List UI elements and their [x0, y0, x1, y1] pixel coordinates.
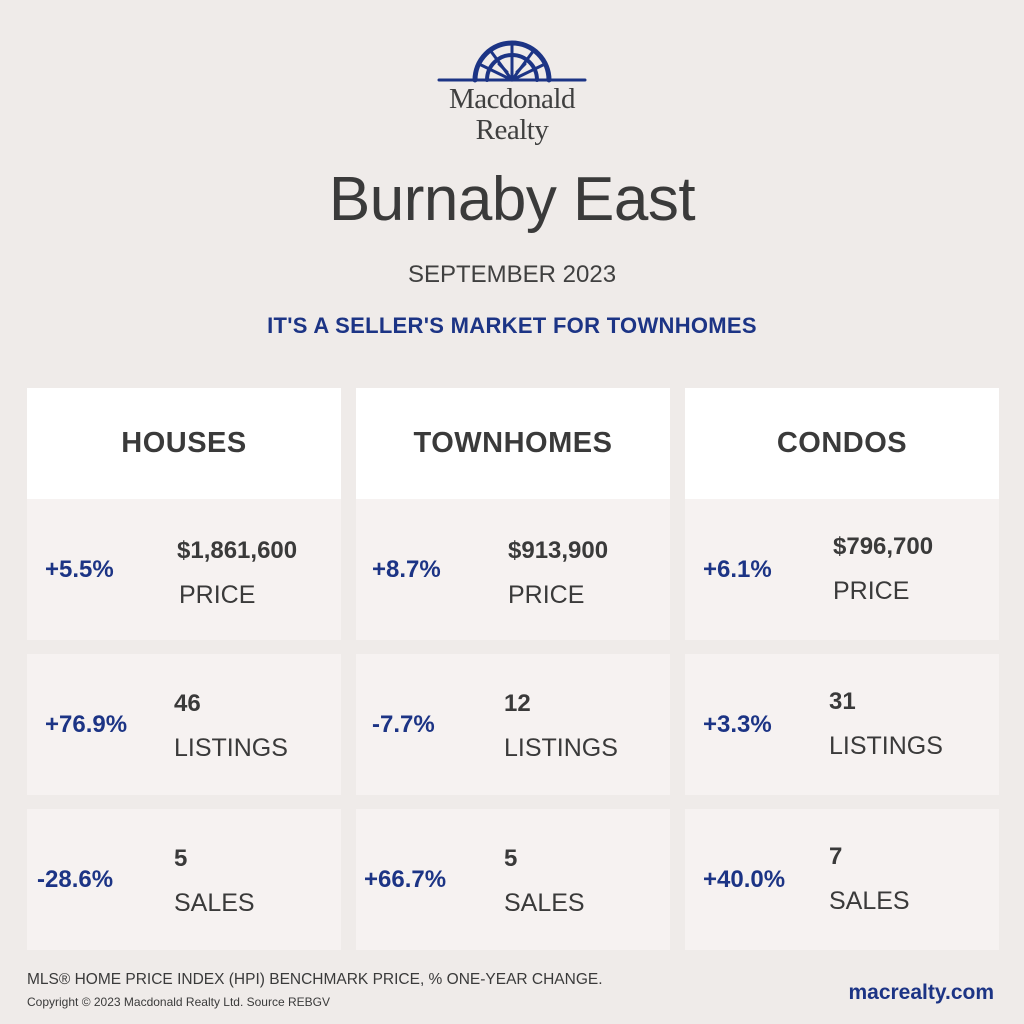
- price-card: +5.5% $1,861,600 PRICE: [27, 499, 341, 640]
- sales-card: -28.6% 5 SALES: [27, 809, 341, 950]
- sales-card: +66.7% 5 SALES: [356, 809, 670, 950]
- listings-change: +76.9%: [45, 710, 128, 738]
- price-change: +8.7%: [372, 555, 441, 583]
- price-change: +6.1%: [703, 555, 772, 583]
- column-heading: CONDOS: [685, 388, 999, 499]
- listings-label: LISTINGS: [829, 732, 943, 760]
- methodology-note: MLS® HOME PRICE INDEX (HPI) BENCHMARK PR…: [27, 971, 603, 988]
- listings-value: 12: [504, 690, 531, 717]
- price-label: PRICE: [508, 581, 585, 609]
- listings-change: -7.7%: [372, 710, 435, 738]
- price-label: PRICE: [833, 577, 910, 605]
- sales-value: 5: [174, 845, 188, 872]
- sales-change: +66.7%: [364, 865, 447, 893]
- sales-value: 7: [829, 843, 843, 870]
- price-value: $796,700: [833, 533, 934, 560]
- sales-change: -28.6%: [37, 865, 114, 893]
- price-value: $1,861,600: [177, 537, 298, 564]
- website-link[interactable]: macrealty.com: [848, 981, 994, 1004]
- sales-label: SALES: [504, 889, 585, 917]
- logo-line-2: Realty: [475, 114, 549, 146]
- sales-label: SALES: [174, 889, 255, 917]
- page-title: Burnaby East: [328, 165, 696, 234]
- sales-card: +40.0% 7 SALES: [685, 809, 999, 950]
- listings-value: 31: [829, 688, 856, 715]
- price-value: $913,900: [508, 537, 609, 564]
- price-label: PRICE: [179, 581, 256, 609]
- price-card: +8.7% $913,900 PRICE: [356, 499, 670, 640]
- sales-change: +40.0%: [703, 865, 786, 893]
- column-heading: TOWNHOMES: [356, 388, 670, 499]
- copyright-text: Copyright © 2023 Macdonald Realty Ltd. S…: [27, 995, 330, 1009]
- logo-line-1: Macdonald: [449, 83, 575, 115]
- listings-card: +3.3% 31 LISTINGS: [685, 654, 999, 795]
- column-heading: HOUSES: [27, 388, 341, 499]
- price-change: +5.5%: [45, 555, 114, 583]
- brand-logo: Macdonald Realty: [0, 38, 1024, 154]
- listings-value: 46: [174, 690, 201, 717]
- sales-label: SALES: [829, 887, 910, 915]
- market-tagline: IT'S A SELLER'S MARKET FOR TOWNHOMES: [267, 313, 757, 338]
- price-card: +6.1% $796,700 PRICE: [685, 499, 999, 640]
- sales-value: 5: [504, 845, 518, 872]
- listings-change: +3.3%: [703, 710, 772, 738]
- listings-card: -7.7% 12 LISTINGS: [356, 654, 670, 795]
- sunburst-roof-logo-icon: [437, 40, 587, 83]
- report-date: SEPTEMBER 2023: [407, 261, 617, 288]
- listings-label: LISTINGS: [174, 734, 288, 762]
- listings-label: LISTINGS: [504, 734, 618, 762]
- listings-card: +76.9% 46 LISTINGS: [27, 654, 341, 795]
